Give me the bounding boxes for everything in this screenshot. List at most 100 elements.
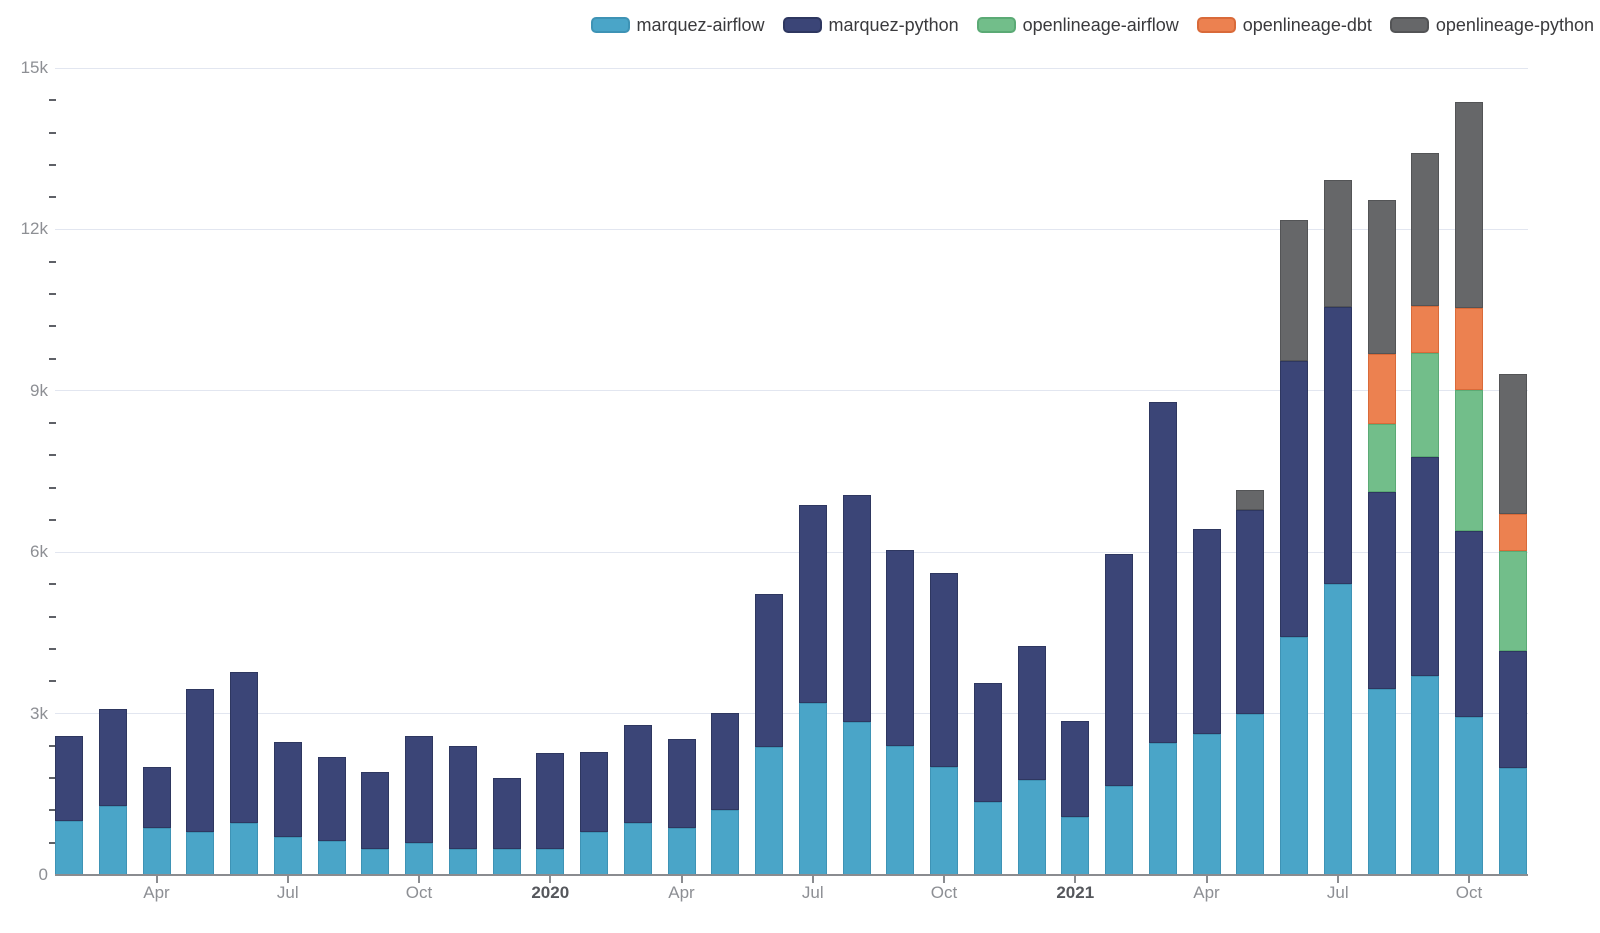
y-gridline (55, 390, 1528, 392)
bar-segment-marquez-airflow[interactable] (1148, 743, 1177, 875)
bar-segment-openlineage-airflow[interactable] (1455, 390, 1483, 531)
bar-segment-marquez-airflow[interactable] (1061, 817, 1090, 875)
bar-segment-marquez-python[interactable] (755, 594, 783, 747)
bar-segment-marquez-python[interactable] (623, 725, 652, 823)
bar-segment-marquez-python[interactable] (492, 777, 521, 849)
bar-segment-marquez-airflow[interactable] (580, 832, 608, 875)
bar-segment-marquez-python[interactable] (1192, 529, 1221, 735)
y-minor-tick (49, 163, 56, 166)
bar-segment-marquez-python[interactable] (930, 572, 958, 767)
bar-segment-openlineage-python[interactable] (1367, 200, 1396, 354)
bar-segment-openlineage-python[interactable] (1323, 180, 1352, 308)
bar-segment-marquez-python[interactable] (580, 751, 608, 833)
bar-segment-marquez-airflow[interactable] (667, 827, 696, 875)
bar-segment-marquez-python[interactable] (1236, 509, 1265, 715)
legend-item-openlineage-python[interactable]: openlineage-python (1389, 15, 1594, 36)
bar-segment-marquez-python[interactable] (1367, 491, 1396, 690)
bar-segment-marquez-python[interactable] (317, 757, 346, 842)
bar-segment-marquez-python[interactable] (186, 689, 215, 832)
bar-segment-openlineage-airflow[interactable] (1367, 423, 1396, 492)
bar-segment-marquez-python[interactable] (667, 739, 696, 828)
bar-segment-marquez-airflow[interactable] (55, 821, 83, 875)
bar-segment-openlineage-airflow[interactable] (1411, 352, 1440, 457)
bar-segment-marquez-python[interactable] (1455, 530, 1483, 718)
bar-segment-marquez-airflow[interactable] (1105, 785, 1133, 875)
legend-item-openlineage-airflow[interactable]: openlineage-airflow (976, 15, 1179, 36)
bar-segment-marquez-python[interactable] (1323, 307, 1352, 585)
bar-segment-marquez-airflow[interactable] (973, 802, 1002, 875)
bar-segment-marquez-airflow[interactable] (317, 841, 346, 875)
legend-item-openlineage-dbt[interactable]: openlineage-dbt (1196, 15, 1372, 36)
bar-segment-marquez-airflow[interactable] (142, 827, 171, 875)
legend-item-marquez-airflow[interactable]: marquez-airflow (590, 15, 765, 36)
bar-segment-marquez-python[interactable] (536, 752, 565, 849)
bar-segment-marquez-airflow[interactable] (1498, 768, 1527, 875)
bar-segment-marquez-airflow[interactable] (405, 842, 433, 875)
bar-segment-marquez-airflow[interactable] (798, 702, 827, 875)
bar-segment-marquez-airflow[interactable] (1280, 637, 1308, 875)
bar-segment-marquez-airflow[interactable] (930, 766, 958, 875)
bar-segment-openlineage-python[interactable] (1236, 490, 1265, 510)
bar-segment-marquez-python[interactable] (798, 505, 827, 703)
bar-segment-marquez-airflow[interactable] (842, 721, 871, 875)
bar-segment-marquez-python[interactable] (1061, 720, 1090, 818)
bar-segment-marquez-airflow[interactable] (536, 848, 565, 875)
bar-segment-marquez-python[interactable] (973, 682, 1002, 803)
bar-segment-marquez-airflow[interactable] (186, 831, 215, 875)
bar-segment-marquez-airflow[interactable] (886, 745, 915, 875)
bar-segment-marquez-airflow[interactable] (1411, 676, 1440, 875)
y-minor-tick (49, 99, 56, 102)
bar-segment-marquez-python[interactable] (273, 741, 302, 837)
bar-segment-marquez-airflow[interactable] (1323, 584, 1352, 875)
bar-segment-openlineage-python[interactable] (1280, 220, 1308, 361)
bar-segment-marquez-python[interactable] (1148, 401, 1177, 744)
bar-segment-marquez-python[interactable] (361, 772, 390, 849)
bar-segment-marquez-airflow[interactable] (1236, 714, 1265, 875)
bar-segment-marquez-airflow[interactable] (1192, 734, 1221, 875)
bar-segment-marquez-python[interactable] (55, 735, 83, 822)
bar-segment-marquez-airflow[interactable] (492, 848, 521, 875)
y-minor-tick (49, 357, 56, 360)
bar-segment-marquez-python[interactable] (142, 766, 171, 828)
legend-swatch-icon (1196, 17, 1236, 33)
x-axis-tick (680, 876, 683, 883)
bar-segment-marquez-python[interactable] (886, 549, 915, 746)
bar-segment-marquez-airflow[interactable] (1017, 779, 1046, 875)
legend-label: marquez-python (828, 14, 959, 35)
y-axis-label: 6k (30, 542, 48, 562)
bar-segment-marquez-airflow[interactable] (273, 836, 302, 875)
bar-segment-marquez-airflow[interactable] (448, 849, 477, 875)
bar-segment-openlineage-dbt[interactable] (1498, 514, 1527, 552)
bar-segment-marquez-python[interactable] (1105, 554, 1133, 786)
bar-segment-openlineage-python[interactable] (1455, 101, 1483, 308)
bar-segment-openlineage-python[interactable] (1411, 153, 1440, 306)
bar-segment-marquez-airflow[interactable] (1455, 717, 1483, 875)
bar-segment-marquez-airflow[interactable] (98, 806, 127, 875)
bar-segment-marquez-airflow[interactable] (1367, 689, 1396, 875)
bar-segment-marquez-python[interactable] (1017, 646, 1046, 780)
bar-segment-openlineage-dbt[interactable] (1411, 305, 1440, 353)
y-minor-tick (49, 422, 56, 425)
bar-segment-marquez-python[interactable] (711, 713, 740, 811)
bar-segment-marquez-airflow[interactable] (230, 822, 258, 875)
bar-segment-openlineage-dbt[interactable] (1455, 307, 1483, 391)
legend-item-marquez-python[interactable]: marquez-python (782, 14, 959, 36)
bar-segment-marquez-python[interactable] (230, 672, 258, 823)
bar-segment-openlineage-airflow[interactable] (1498, 551, 1527, 652)
bar-segment-marquez-python[interactable] (842, 494, 871, 722)
bar-segment-marquez-python[interactable] (448, 746, 477, 850)
bar-segment-marquez-python[interactable] (98, 708, 127, 807)
bar-segment-openlineage-python[interactable] (1498, 374, 1527, 514)
bar-segment-marquez-airflow[interactable] (361, 848, 390, 875)
bar-segment-marquez-airflow[interactable] (755, 746, 783, 875)
bar-segment-openlineage-dbt[interactable] (1367, 353, 1396, 424)
bar-segment-marquez-python[interactable] (1411, 456, 1440, 677)
bar-segment-marquez-airflow[interactable] (711, 810, 740, 875)
x-axis-label: Oct (1455, 883, 1483, 902)
bar-segment-marquez-python[interactable] (1498, 651, 1527, 769)
x-axis-label: Oct (405, 883, 433, 902)
x-axis-tick (1074, 876, 1077, 883)
bar-segment-marquez-airflow[interactable] (623, 822, 652, 875)
bar-segment-marquez-python[interactable] (405, 735, 433, 843)
bar-segment-marquez-python[interactable] (1280, 360, 1308, 638)
